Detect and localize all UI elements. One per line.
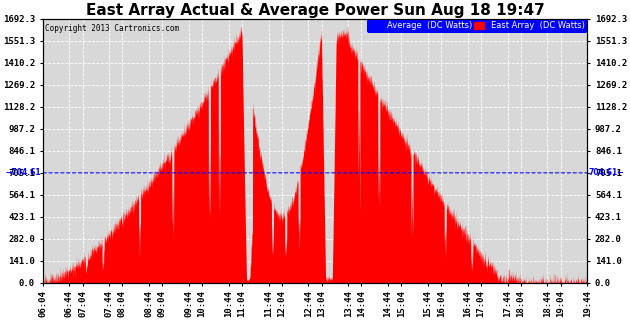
Text: →704.61: →704.61: [6, 168, 42, 177]
Legend: Average  (DC Watts), East Array  (DC Watts): Average (DC Watts), East Array (DC Watts…: [367, 19, 587, 33]
Text: Copyright 2013 Cartronics.com: Copyright 2013 Cartronics.com: [45, 24, 180, 33]
Text: 704.61←: 704.61←: [588, 168, 624, 177]
Title: East Array Actual & Average Power Sun Aug 18 19:47: East Array Actual & Average Power Sun Au…: [86, 3, 544, 18]
